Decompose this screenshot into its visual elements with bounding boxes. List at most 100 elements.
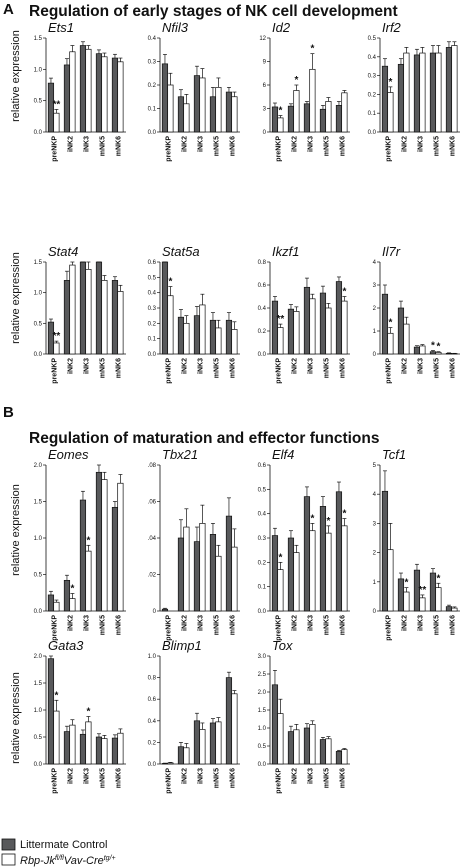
bar-ikzf1-ink2-knockout <box>293 311 300 355</box>
bar-gata3-prenkp-control <box>47 658 55 765</box>
y-tick-label-gata3: 2.0 <box>34 654 43 660</box>
bar-blimp1-ink3-knockout <box>199 729 206 765</box>
bar-il7r-ink3-knockout <box>419 345 426 355</box>
chart-title-il7r: Il7r <box>382 244 401 259</box>
bar-id2-ink3-knockout <box>309 68 316 133</box>
significance-star-tcf1: * <box>404 578 408 589</box>
bar-tbx21-mnk5-knockout <box>215 555 222 612</box>
significance-star-eomes: * <box>86 535 90 546</box>
bar-blimp1-ink2-control <box>177 746 185 765</box>
bar-tbx21-ink2-control <box>177 537 185 612</box>
y-tick-label-elf4: 0.6 <box>258 463 267 469</box>
y-tick-label-tbx21: .08 <box>148 463 157 469</box>
legend-ko-mid: Vav-Cre <box>64 855 104 867</box>
significance-star-elf4: * <box>310 513 314 524</box>
chart-title-gata3: Gata3 <box>48 638 84 653</box>
bar-tox-ink3-control <box>303 727 311 765</box>
significance-star-eomes: * <box>70 583 74 594</box>
legend-ko-main: Rbp-Jk <box>20 855 55 867</box>
category-label-ets1: iNK2 <box>68 136 75 152</box>
y-tick-label-elf4: 0.0 <box>258 609 267 615</box>
y-tick-label-tox: 2.5 <box>258 672 267 678</box>
category-label-id2: iNK3 <box>308 136 315 152</box>
bar-tox-ink2-knockout <box>293 729 300 765</box>
chart-stat5a: Stat5a 0.0 0.1 0.2 0.3 0.4 0.5 0.6 preNKP iNK2 iNK… <box>148 244 240 384</box>
category-label-eomes: mNK5 <box>100 615 107 635</box>
bar-ikzf1-prenkp-knockout <box>277 327 284 355</box>
bar-elf4-ink3-control <box>303 496 311 612</box>
y-tick-label-elf4: 0.4 <box>258 512 267 518</box>
bar-ets1-mnk6-control <box>111 57 119 133</box>
y-tick-label-il7r: 2 <box>373 306 377 312</box>
bar-tcf1-mnk5-knockout <box>435 587 442 612</box>
bar-gata3-prenkp-knockout <box>53 710 60 765</box>
significance-star-id2: * <box>278 106 282 117</box>
bar-irf2-prenkp-control <box>381 65 389 133</box>
bar-ikzf1-mnk6-control <box>335 281 343 355</box>
chart-tbx21: Tbx21 0 .02 .04 .06 .08 preNKP iNK2 iNK3 mNK5 mNK6 <box>148 447 240 641</box>
category-label-ikzf1: iNK3 <box>308 358 315 374</box>
bar-ikzf1-ink2-control <box>287 308 295 355</box>
bar-elf4-mnk5-knockout <box>325 532 332 612</box>
category-label-blimp1: preNKP <box>166 768 173 794</box>
y-tick-label-il7r: 0 <box>373 352 377 358</box>
category-label-nfil3: iNK2 <box>182 136 189 152</box>
category-label-irf2: preNKP <box>386 136 393 162</box>
bar-eomes-ink2-control <box>63 579 71 612</box>
bar-tbx21-mnk6-knockout <box>231 546 238 612</box>
category-label-stat4: preNKP <box>52 358 59 384</box>
category-label-elf4: iNK2 <box>292 615 299 631</box>
bar-ets1-ink3-control <box>79 45 87 133</box>
y-tick-label-tcf1: 0 <box>373 609 377 615</box>
bar-nfil3-mnk5-knockout <box>215 86 222 133</box>
y-tick-label-id2: 6 <box>263 83 267 89</box>
bar-eomes-prenkp-control <box>47 594 55 612</box>
y-tick-label-il7r: 3 <box>373 283 377 289</box>
bar-id2-prenkp-control <box>271 106 279 133</box>
bar-blimp1-ink2-knockout <box>183 747 190 765</box>
y-tick-label-tox: 2.0 <box>258 690 267 696</box>
significance-star-elf4: * <box>342 509 346 520</box>
bar-gata3-ink3-control <box>79 733 87 765</box>
bar-tox-prenkp-knockout <box>277 713 284 765</box>
y-tick-label-tbx21: .04 <box>148 536 157 542</box>
bar-gata3-ink2-control <box>63 731 71 765</box>
category-label-stat5a: iNK3 <box>198 358 205 374</box>
y-tick-label-ikzf1: 0.4 <box>258 306 267 312</box>
y-tick-label-id2: 0 <box>263 130 267 136</box>
bar-tcf1-mnk6-knockout <box>451 607 458 612</box>
y-tick-label-blimp1: 0.8 <box>148 676 157 682</box>
category-label-stat4: iNK3 <box>84 358 91 374</box>
bar-elf4-ink2-control <box>287 537 295 612</box>
category-label-eomes: mNK6 <box>116 615 123 635</box>
category-label-ikzf1: mNK5 <box>324 358 331 378</box>
category-label-tcf1: mNK6 <box>450 615 457 635</box>
bar-ikzf1-ink3-knockout <box>309 298 316 355</box>
bar-irf2-ink3-knockout <box>419 52 426 133</box>
y-tick-label-irf2: 0.3 <box>368 74 377 80</box>
bar-tbx21-ink3-knockout <box>199 523 206 612</box>
y-tick-label-nfil3: 0.1 <box>148 107 157 113</box>
bar-il7r-prenkp-knockout <box>387 332 394 355</box>
significance-star-elf4: * <box>326 516 330 527</box>
bar-id2-prenkp-knockout <box>277 117 284 133</box>
significance-star-ets1: ** <box>53 99 61 110</box>
bar-stat5a-mnk6-control <box>225 319 233 355</box>
significance-star-ikzf1: * <box>342 287 346 298</box>
bar-tox-prenkp-control <box>271 684 279 765</box>
bar-blimp1-prenkp-knockout <box>167 762 174 765</box>
bar-ikzf1-mnk6-knockout <box>341 300 348 355</box>
bar-il7r-mnk6-control <box>445 352 453 355</box>
bar-tcf1-ink3-knockout <box>419 597 426 612</box>
category-label-blimp1: mNK6 <box>230 768 237 788</box>
category-label-ikzf1: mNK6 <box>340 358 347 378</box>
bar-ets1-ink2-knockout <box>69 51 76 133</box>
legend-ko-sup2: tg/+ <box>104 855 116 862</box>
y-tick-label-stat4: 0.5 <box>34 321 43 327</box>
y-tick-label-irf2: 0.2 <box>368 92 377 98</box>
bar-eomes-ink3-knockout <box>85 550 92 612</box>
y-tick-label-tcf1: 5 <box>373 463 377 469</box>
bar-irf2-ink2-control <box>397 63 405 133</box>
